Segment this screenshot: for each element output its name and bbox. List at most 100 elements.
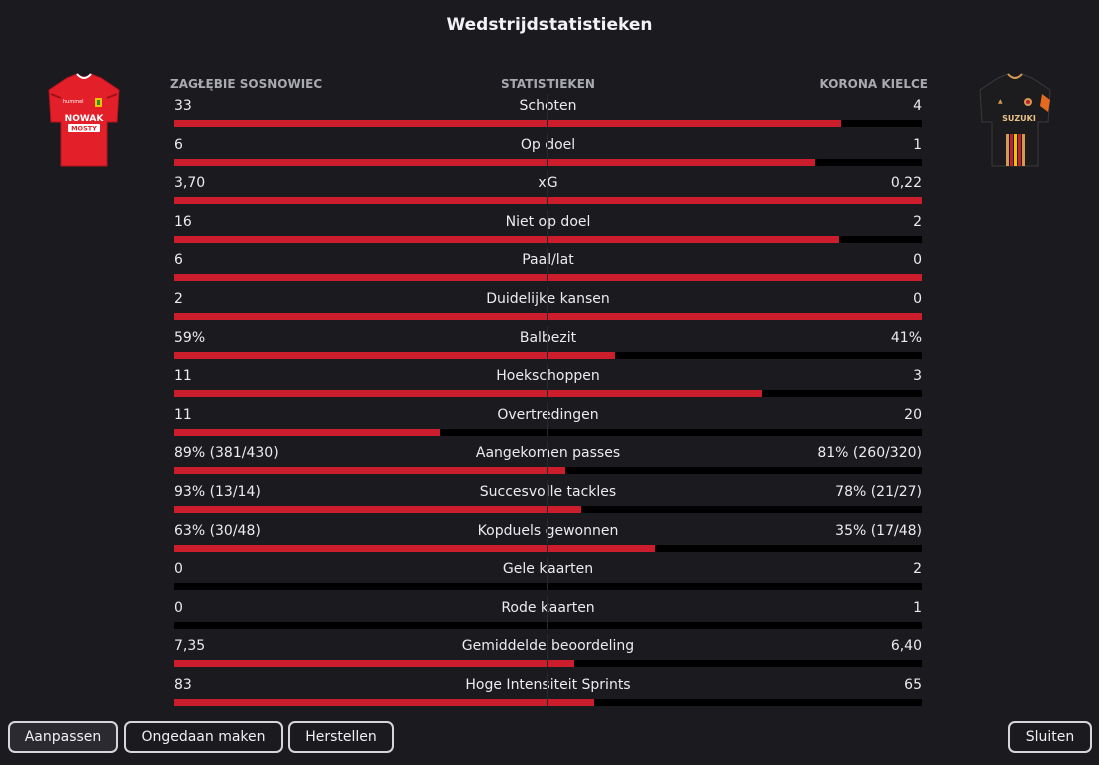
stat-away-value: 4 <box>913 98 922 114</box>
stat-label: Hoge Intensiteit Sprints <box>465 676 631 693</box>
stat-comparison-bar <box>174 518 922 552</box>
stat-home-value: 11 <box>174 406 192 423</box>
stat-label: Rode kaarten <box>501 599 595 616</box>
stats-column-label: STATISTIEKEN <box>501 77 595 91</box>
stat-away-value: 35% (17/48) <box>835 522 922 539</box>
stat-row: 59% Balbezit 41% <box>174 325 922 367</box>
stat-home-bar-fill <box>174 428 440 436</box>
away-sponsor: SUZUKI <box>1002 114 1036 123</box>
stat-comparison-bar <box>174 248 922 282</box>
stat-home-bar-fill <box>174 274 922 282</box>
sluiten-button[interactable]: Sluiten <box>1008 721 1092 753</box>
home-kit-shirt-icon: hummel NOWAK MOSTY <box>48 73 120 167</box>
stat-home-value: 63% (30/48) <box>174 522 261 539</box>
center-divider <box>547 595 548 629</box>
stat-comparison-bar <box>174 595 922 629</box>
stat-label: Succesvolle tackles <box>479 483 617 500</box>
stat-home-value: 2 <box>174 290 183 307</box>
stat-home-bar-fill <box>174 660 575 668</box>
stat-row: 89% (381/430) Aangekomen passes 81% (260/3… <box>174 441 922 482</box>
stat-comparison-bar <box>174 402 922 436</box>
stat-away-value: 6,40 <box>890 638 922 655</box>
stat-away-value: 41% <box>890 329 922 346</box>
stat-row: 83 Hoge Intensiteit Sprints 65 <box>174 672 922 714</box>
stat-label: Aangekomen passes <box>475 445 621 462</box>
stat-away-value: 0,22 <box>890 175 922 192</box>
stat-home-value: 6 <box>174 136 183 153</box>
center-divider <box>547 248 548 282</box>
stat-home-bar-fill <box>174 351 616 359</box>
stat-home-value: 89% (381/430) <box>174 445 279 462</box>
stat-away-value: 2 <box>913 561 922 578</box>
away-team-name: KORONA KIELCE <box>819 77 928 91</box>
center-divider <box>547 441 548 475</box>
stat-away-value: 0 <box>913 290 922 307</box>
stat-comparison-bar <box>174 634 922 668</box>
away-kit-shirt-icon: ▲ SUZUKI <box>979 73 1051 167</box>
center-divider <box>547 132 548 166</box>
stat-label: Duidelijke kansen <box>486 290 610 307</box>
stat-row: 6Paal/lat0 <box>174 248 922 289</box>
stat-away-value: 78% (21/27) <box>835 483 922 500</box>
stat-label: Niet op doel <box>505 213 591 230</box>
ongedaan-maken-button[interactable]: Ongedaan maken <box>124 721 283 753</box>
center-divider <box>547 672 548 706</box>
stat-row: 0 Rode kaarten 1 <box>174 595 922 637</box>
stat-row: 3,70xG0,22 <box>174 171 922 212</box>
center-divider <box>547 479 548 513</box>
stat-row: 6 Op doel 1 <box>174 132 922 174</box>
stat-comparison-bar <box>174 441 922 475</box>
center-divider <box>547 286 548 320</box>
stat-home-value: 7,35 <box>174 638 206 655</box>
stat-label: Schoten <box>519 98 577 114</box>
center-divider <box>547 171 548 205</box>
stat-home-bar-fill <box>174 505 581 513</box>
stat-home-bar-fill <box>174 235 839 243</box>
aanpassen-button[interactable]: Aanpassen <box>8 721 118 753</box>
stat-comparison-bar <box>174 94 922 127</box>
herstellen-button[interactable]: Herstellen <box>288 721 394 753</box>
svg-text:hummel: hummel <box>63 99 84 105</box>
stat-row: 11Hoekschoppen3 <box>174 364 922 405</box>
stat-comparison-bar <box>174 672 922 706</box>
stat-row: 11 Overtredingen 20 <box>174 402 922 444</box>
stat-home-value: 59% <box>174 329 206 346</box>
stat-away-value: 1 <box>913 136 922 153</box>
center-divider <box>547 94 548 127</box>
stat-row: 16 Niet op doel 2 <box>174 209 922 251</box>
stat-away-value: 2 <box>913 213 922 230</box>
stat-row: 7,35 Gemiddelde beoordeling 6,40 <box>174 634 922 675</box>
stat-home-bar-fill <box>174 120 842 127</box>
stat-label: Gele kaarten <box>502 561 594 578</box>
stat-comparison-bar <box>174 364 922 398</box>
stat-row: 93% (13/14) Succesvolle tackles 78% (21/27… <box>174 479 922 521</box>
stat-row: 2 Duidelijke kansen 0 <box>174 286 922 328</box>
stat-label: Overtredingen <box>497 406 599 423</box>
center-divider <box>547 364 548 398</box>
stat-row: 0 Gele kaarten 2 <box>174 557 922 598</box>
stat-home-bar-fill <box>174 158 816 166</box>
stat-label: Paal/lat <box>174 252 922 268</box>
stat-comparison-bar <box>174 132 922 166</box>
stat-row: 63% (30/48) Kopduels gewonnen 35% (17/48) <box>174 518 922 560</box>
stat-home-bar-fill <box>174 197 922 205</box>
stat-comparison-bar <box>174 209 922 243</box>
stat-away-value: 3 <box>913 368 922 385</box>
stats-header: ZAGŁĘBIE SOSNOWIEC STATISTIEKEN KORONA K… <box>170 77 928 93</box>
stat-label: Balbezit <box>519 329 577 346</box>
stat-home-value: 93% (13/14) <box>174 483 261 500</box>
home-team-name: ZAGŁĘBIE SOSNOWIEC <box>170 77 323 91</box>
stat-comparison-bar <box>174 479 922 513</box>
stat-away-value: 81% (260/320) <box>817 445 922 462</box>
stat-away-value: 65 <box>904 676 922 693</box>
stat-home-value: 3,70 <box>174 175 206 192</box>
center-divider <box>547 634 548 668</box>
stat-label: Gemiddelde beoordeling <box>461 638 635 655</box>
stat-home-value: 0 <box>174 561 183 578</box>
stat-label: Hoekschoppen <box>174 368 922 384</box>
stat-home-value: 33 <box>174 98 192 114</box>
center-divider <box>547 518 548 552</box>
center-divider <box>547 557 548 591</box>
center-divider <box>547 325 548 359</box>
